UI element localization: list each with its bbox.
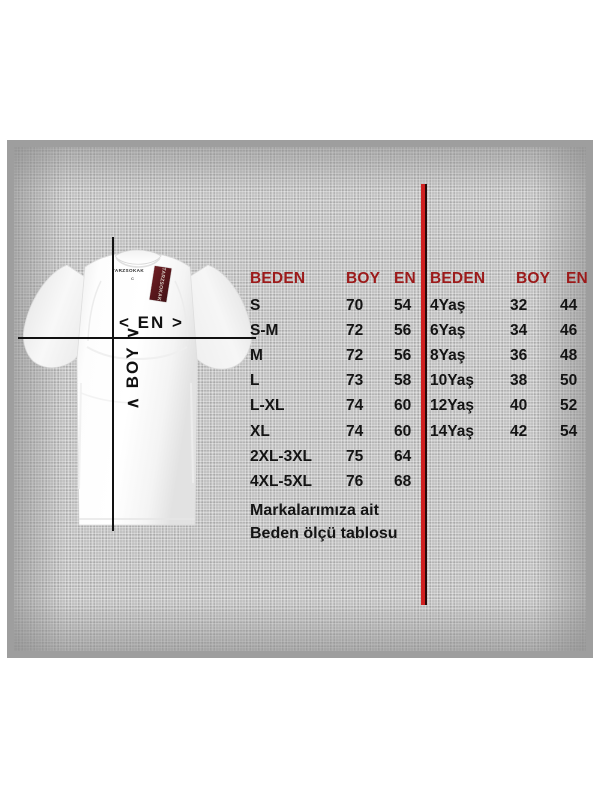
cell-width: 56: [394, 346, 412, 364]
cell-length: 74: [346, 397, 364, 415]
table-row: XL 74 60: [250, 419, 428, 444]
cell-size: L-XL: [250, 397, 285, 415]
caption-line-1: Markalarımıza ait: [250, 502, 379, 519]
column-header-en: EN: [566, 270, 588, 287]
table-row: M 72 56: [250, 343, 428, 368]
cell-length: 74: [346, 422, 364, 440]
table-row: 12Yaş 40 52: [430, 394, 594, 419]
red-divider-line: [421, 184, 427, 605]
cell-size: 4Yaş: [430, 296, 466, 314]
cell-length: 38: [510, 372, 528, 390]
tshirt-illustration: [23, 249, 252, 526]
cell-length: 34: [510, 321, 528, 339]
cell-width: 60: [394, 422, 412, 440]
table-header-row: BEDEN BOY EN: [430, 270, 594, 293]
table-row: 8Yaş 36 48: [430, 343, 594, 368]
column-header-en: EN: [394, 270, 416, 287]
cell-length: 72: [346, 321, 364, 339]
cell-size: S-M: [250, 321, 279, 339]
column-header-boy: BOY: [346, 270, 381, 287]
measure-line-vertical: [112, 237, 114, 531]
table-row: 4XL-5XL 76 68: [250, 469, 428, 494]
table-row: 14Yaş 42 54: [430, 419, 594, 444]
cell-length: 36: [510, 346, 528, 364]
neck-brand-label: TARZSOKAK: [112, 268, 145, 273]
cell-width: 58: [394, 372, 412, 390]
cell-size: 8Yaş: [430, 346, 466, 364]
cell-size: 10Yaş: [430, 372, 474, 390]
adult-size-table: BEDEN BOY EN S 70 54 S-M 72 56 M: [250, 270, 428, 495]
column-header-beden: BEDEN: [250, 270, 306, 287]
column-header-boy: BOY: [516, 270, 551, 287]
table-row: 6Yaş 34 46: [430, 318, 594, 343]
cell-size: 2XL-3XL: [250, 447, 313, 465]
cell-size: L: [250, 372, 260, 390]
table-row: L-XL 74 60: [250, 394, 428, 419]
cell-width: 56: [394, 321, 412, 339]
cell-width: 54: [560, 422, 578, 440]
cell-width: 46: [560, 321, 578, 339]
table-header-row: BEDEN BOY EN: [250, 270, 428, 293]
cell-width: 44: [560, 296, 578, 314]
cell-size: 14Yaş: [430, 422, 474, 440]
chart-caption: Markalarımıza ait Beden ölçü tablosu: [250, 500, 398, 545]
table-row: L 73 58: [250, 369, 428, 394]
cell-size: 6Yaş: [430, 321, 466, 339]
cell-length: 75: [346, 447, 364, 465]
cell-size: XL: [250, 422, 270, 440]
cell-width: 54: [394, 296, 412, 314]
cell-length: 40: [510, 397, 528, 415]
column-header-beden: BEDEN: [430, 270, 486, 287]
table-row: 4Yaş 32 44: [430, 293, 594, 318]
neck-size-label: C: [131, 276, 134, 281]
cell-length: 73: [346, 372, 364, 390]
cell-length: 32: [510, 296, 528, 314]
cell-size: M: [250, 346, 263, 364]
hang-tag-text: TARZSOKAK: [154, 266, 167, 302]
cell-size: 4XL-5XL: [250, 472, 313, 490]
kids-size-table: BEDEN BOY EN 4Yaş 32 44 6Yaş 34 46 8Yaş: [430, 270, 594, 444]
cell-width: 48: [560, 346, 578, 364]
cell-length: 70: [346, 296, 364, 314]
cell-width: 64: [394, 447, 412, 465]
cell-length: 76: [346, 472, 364, 490]
table-row: S 70 54: [250, 293, 428, 318]
width-measure-label: < EN >: [119, 313, 184, 332]
tshirt-photo: [15, 243, 260, 533]
cell-width: 68: [394, 472, 412, 490]
cell-length: 42: [510, 422, 528, 440]
table-row: 10Yaş 38 50: [430, 369, 594, 394]
cell-size: S: [250, 296, 261, 314]
cell-size: 12Yaş: [430, 397, 474, 415]
cell-length: 72: [346, 346, 364, 364]
table-row: 2XL-3XL 75 64: [250, 444, 428, 469]
caption-line-2: Beden ölçü tablosu: [250, 524, 398, 542]
cell-width: 52: [560, 397, 578, 415]
cell-width: 50: [560, 372, 578, 390]
measure-line-horizontal: [18, 337, 256, 339]
cell-width: 60: [394, 397, 412, 415]
length-measure-label: ∧ BOY ∨: [123, 324, 142, 410]
table-row: S-M 72 56: [250, 318, 428, 343]
